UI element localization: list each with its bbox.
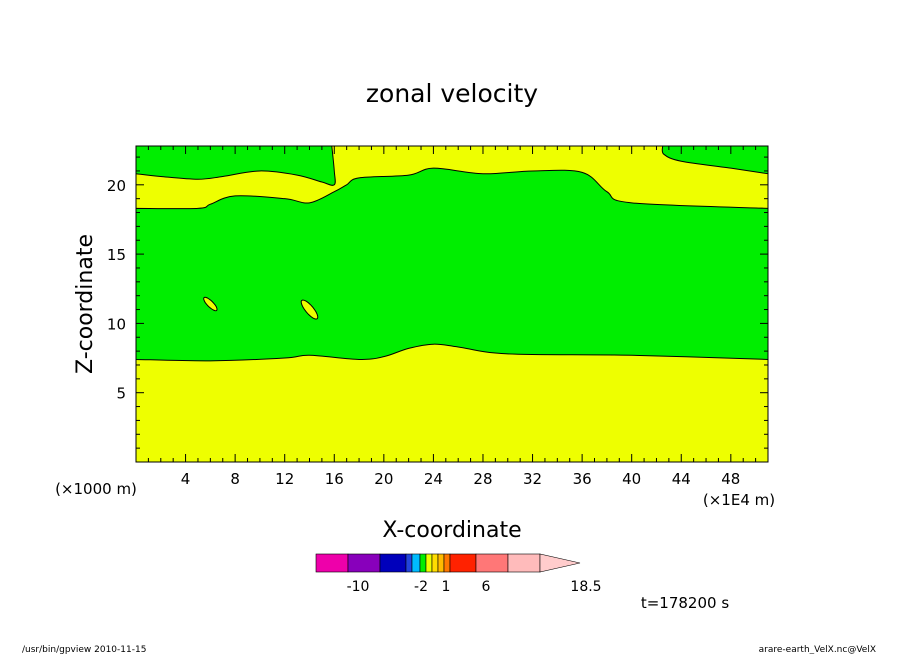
- x-tick-label: 36: [573, 470, 592, 488]
- x-axis-ticks: 4 8 12 16 20 24 28 32 36 40 44 48: [135, 146, 769, 488]
- colorbar-segment: [449, 553, 477, 573]
- x-tick-label: 32: [523, 470, 542, 488]
- y-tick-label: 20: [107, 177, 126, 195]
- x-tick-label: 48: [721, 470, 740, 488]
- colorbar-segment: [315, 553, 349, 573]
- small-yellow-blob-left: [203, 296, 218, 312]
- colorbar-label: 1: [442, 579, 451, 595]
- colorbar-segment: [443, 553, 451, 573]
- colorbar-label: -2: [414, 579, 428, 595]
- colorbar-segment: [411, 553, 421, 573]
- colorbar-label: -10: [347, 579, 370, 595]
- x-tick-label: 8: [230, 470, 240, 488]
- y-tick-label: 15: [107, 246, 126, 264]
- x-tick-label: 4: [181, 470, 191, 488]
- colorbar-arrow: [539, 553, 581, 573]
- footer-right: arare-earth_VelX.nc@VelX: [759, 645, 876, 654]
- upper-right-green-region: [661, 145, 769, 175]
- colorbar-segment: [347, 553, 381, 573]
- colorbar-segment: [475, 553, 509, 573]
- colorbar-label: 18.5: [570, 579, 601, 595]
- middle-green-region: [135, 167, 769, 362]
- x-tick-label: 12: [275, 470, 294, 488]
- plot-frame: [135, 145, 769, 463]
- colorbar-segment: [431, 553, 439, 573]
- footer-left: /usr/bin/gpview 2010-11-15: [22, 645, 146, 654]
- y-tick-label: 10: [107, 315, 126, 333]
- colorbar-labels: -10 -2 1 6 18.5: [347, 579, 602, 595]
- colorbar-label: 6: [482, 579, 491, 595]
- x-tick-label: 28: [473, 470, 492, 488]
- x-tick-label: 24: [424, 470, 443, 488]
- upper-left-green-region: [135, 145, 336, 186]
- colorbar-segment: [425, 553, 433, 573]
- x-scale-note: (×1000 m): [55, 480, 137, 498]
- time-label: t=178200 s: [641, 594, 729, 612]
- y-axis-label: Z-coordinate: [73, 234, 98, 374]
- x-tick-label: 40: [622, 470, 641, 488]
- colorbar-segment: [419, 553, 427, 573]
- y-tick-label: 5: [116, 385, 126, 403]
- colorbar-segment: [507, 553, 541, 573]
- small-yellow-blob-right: [300, 299, 319, 320]
- colorbar-segment: [379, 553, 407, 573]
- colorbar: [315, 553, 581, 573]
- x-tick-label: 20: [374, 470, 393, 488]
- x-tick-label: 44: [672, 470, 691, 488]
- chart-title: zonal velocity: [366, 79, 538, 108]
- x-axis-label: X-coordinate: [382, 518, 521, 543]
- colorbar-segment: [437, 553, 445, 573]
- y-axis-ticks: 5 10 15 20: [107, 156, 768, 463]
- x-tick-label: 16: [325, 470, 344, 488]
- plot-area: [135, 145, 769, 463]
- colorbar-segment: [405, 553, 413, 573]
- x-unit-note: (×1E4 m): [703, 491, 775, 509]
